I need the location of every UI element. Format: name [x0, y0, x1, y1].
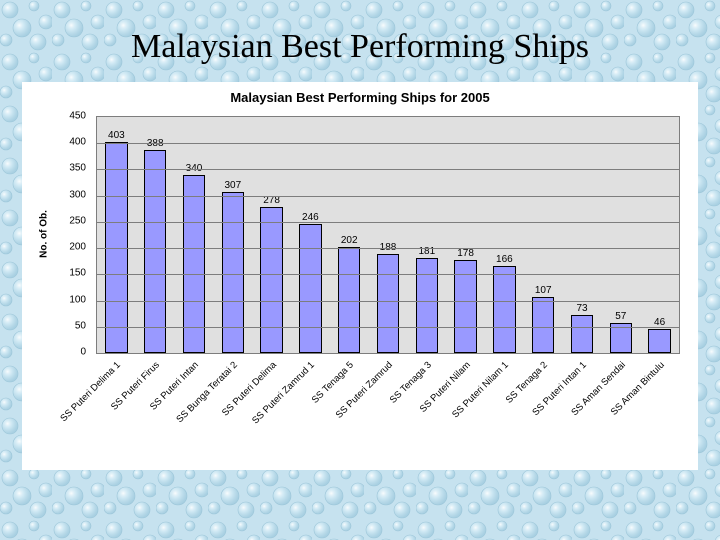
bar-value-label: 57	[615, 311, 626, 322]
ytick-label: 400	[52, 137, 86, 148]
ytick-label: 100	[52, 294, 86, 305]
grid-line	[97, 222, 679, 223]
slide-title: Malaysian Best Performing Ships	[0, 28, 720, 66]
yaxis-label: No. of Ob.	[39, 210, 50, 258]
bar-value-label: 307	[224, 180, 241, 191]
bar	[493, 266, 516, 353]
bar	[377, 254, 400, 353]
bar-value-label: 178	[457, 248, 474, 259]
bar-value-label: 73	[576, 303, 587, 314]
bar	[532, 297, 555, 353]
ytick-label: 450	[52, 111, 86, 122]
bar-value-label: 340	[186, 163, 203, 174]
chart-panel: Malaysian Best Performing Ships for 2005…	[22, 82, 698, 470]
grid-line	[97, 327, 679, 328]
bar	[571, 315, 594, 353]
ytick-label: 300	[52, 189, 86, 200]
grid-line	[97, 248, 679, 249]
ytick-label: 350	[52, 163, 86, 174]
grid-line	[97, 301, 679, 302]
bar	[260, 207, 283, 353]
bar	[222, 192, 245, 353]
grid-line	[97, 143, 679, 144]
ytick-label: 200	[52, 242, 86, 253]
bar-value-label: 202	[341, 235, 358, 246]
bar-value-label: 107	[535, 285, 552, 296]
bar	[299, 224, 322, 353]
bar-value-label: 403	[108, 130, 125, 141]
ytick-label: 150	[52, 268, 86, 279]
grid-line	[97, 169, 679, 170]
ytick-label: 50	[52, 320, 86, 331]
bar-value-label: 278	[263, 195, 280, 206]
bar-group: 4033883403072782462021881811781661077357…	[97, 117, 679, 353]
bar	[416, 258, 439, 353]
ytick-label: 250	[52, 215, 86, 226]
ytick-label: 0	[52, 347, 86, 358]
grid-line	[97, 274, 679, 275]
chart-title: Malaysian Best Performing Ships for 2005	[22, 90, 698, 105]
bar	[144, 150, 167, 353]
slide: Malaysian Best Performing Ships Malaysia…	[0, 0, 720, 540]
bar-value-label: 166	[496, 254, 513, 265]
grid-line	[97, 196, 679, 197]
bar	[648, 329, 671, 353]
plot-area: 4033883403072782462021881811781661077357…	[96, 116, 680, 354]
